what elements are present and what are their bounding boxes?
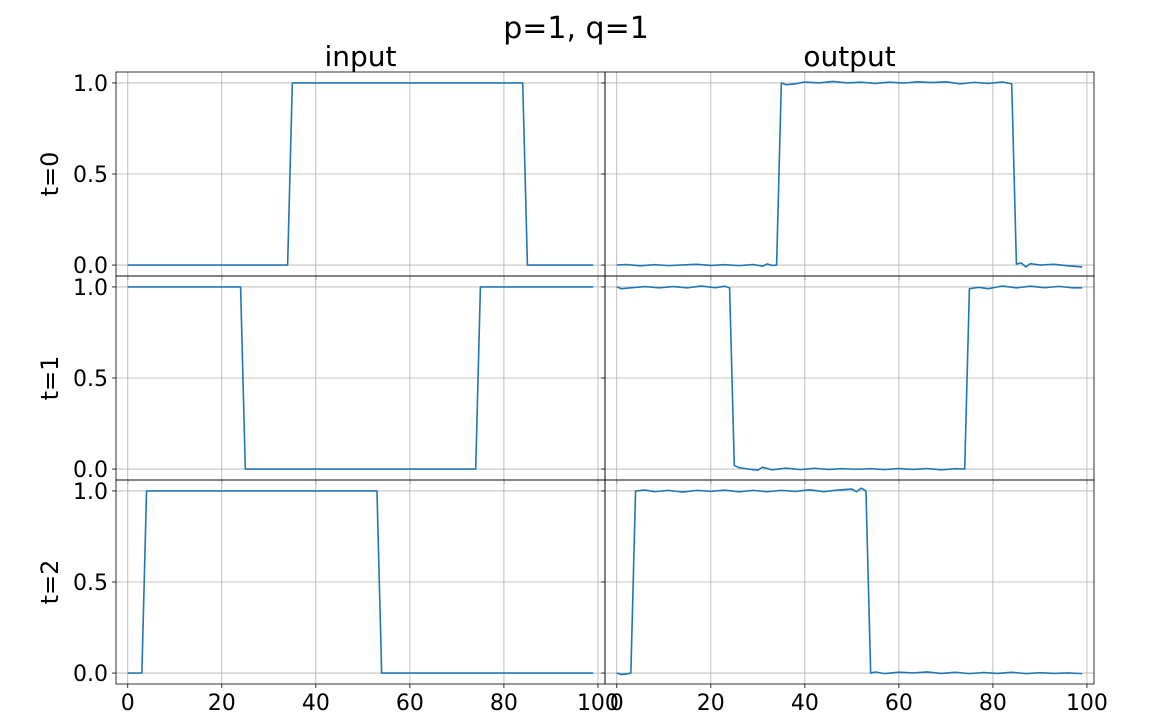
subplot-output-t0: output [601, 40, 1095, 280]
x-tick-label: 0 [121, 691, 135, 716]
x-tick-label: 80 [979, 691, 1007, 716]
y-tick-label: 0.5 [73, 367, 108, 392]
y-tick-label: 1.0 [73, 480, 108, 505]
x-tick-label: 20 [208, 691, 236, 716]
figure-title: p=1, q=1 [503, 11, 649, 46]
y-tick-label: 0.5 [73, 163, 108, 188]
x-tick-label: 40 [302, 691, 330, 716]
series-line-output-t0 [616, 80, 1083, 268]
y-tick-label: 1.0 [73, 72, 108, 97]
x-tick-label: 100 [577, 691, 619, 716]
x-tick-label: 60 [885, 691, 913, 716]
subplot-grid: 0.00.51.0inputt=0output0.00.51.0t=10.00.… [36, 40, 1108, 716]
x-tick-label: 100 [1066, 691, 1108, 716]
series-line-input-t0 [127, 82, 594, 266]
row-label-t=2: t=2 [36, 560, 64, 605]
x-tick-label: 60 [396, 691, 424, 716]
x-tick-label: 80 [490, 691, 518, 716]
column-title-input: input [324, 40, 396, 73]
subplot-input-t2: 0.0 0.5 1.0 0 20 40 60 80 100 t=2 [36, 479, 619, 716]
column-title-output: output [803, 40, 895, 73]
y-tick-label: 0.5 [73, 571, 108, 596]
x-tick-label: 40 [791, 691, 819, 716]
row-label-t=1: t=1 [36, 356, 64, 401]
series-line-input-t1 [127, 286, 594, 470]
series-line-output-t2 [616, 487, 1083, 676]
y-tick-label: 0.0 [73, 458, 108, 483]
x-tick-label: 20 [697, 691, 725, 716]
x-tick-label: 0 [610, 691, 624, 716]
series-line-input-t2 [127, 490, 594, 674]
subplot-output-t2: 0 20 40 60 80 100 [601, 479, 1108, 716]
y-tick-label: 0.0 [73, 254, 108, 279]
series-line-output-t1 [616, 285, 1083, 471]
y-tick-label: 0.0 [73, 662, 108, 687]
row-label-t=0: t=0 [36, 152, 64, 197]
y-tick-label: 1.0 [73, 276, 108, 301]
subplot-input-t1: 0.0 0.5 1.0 t=1 [36, 275, 606, 484]
